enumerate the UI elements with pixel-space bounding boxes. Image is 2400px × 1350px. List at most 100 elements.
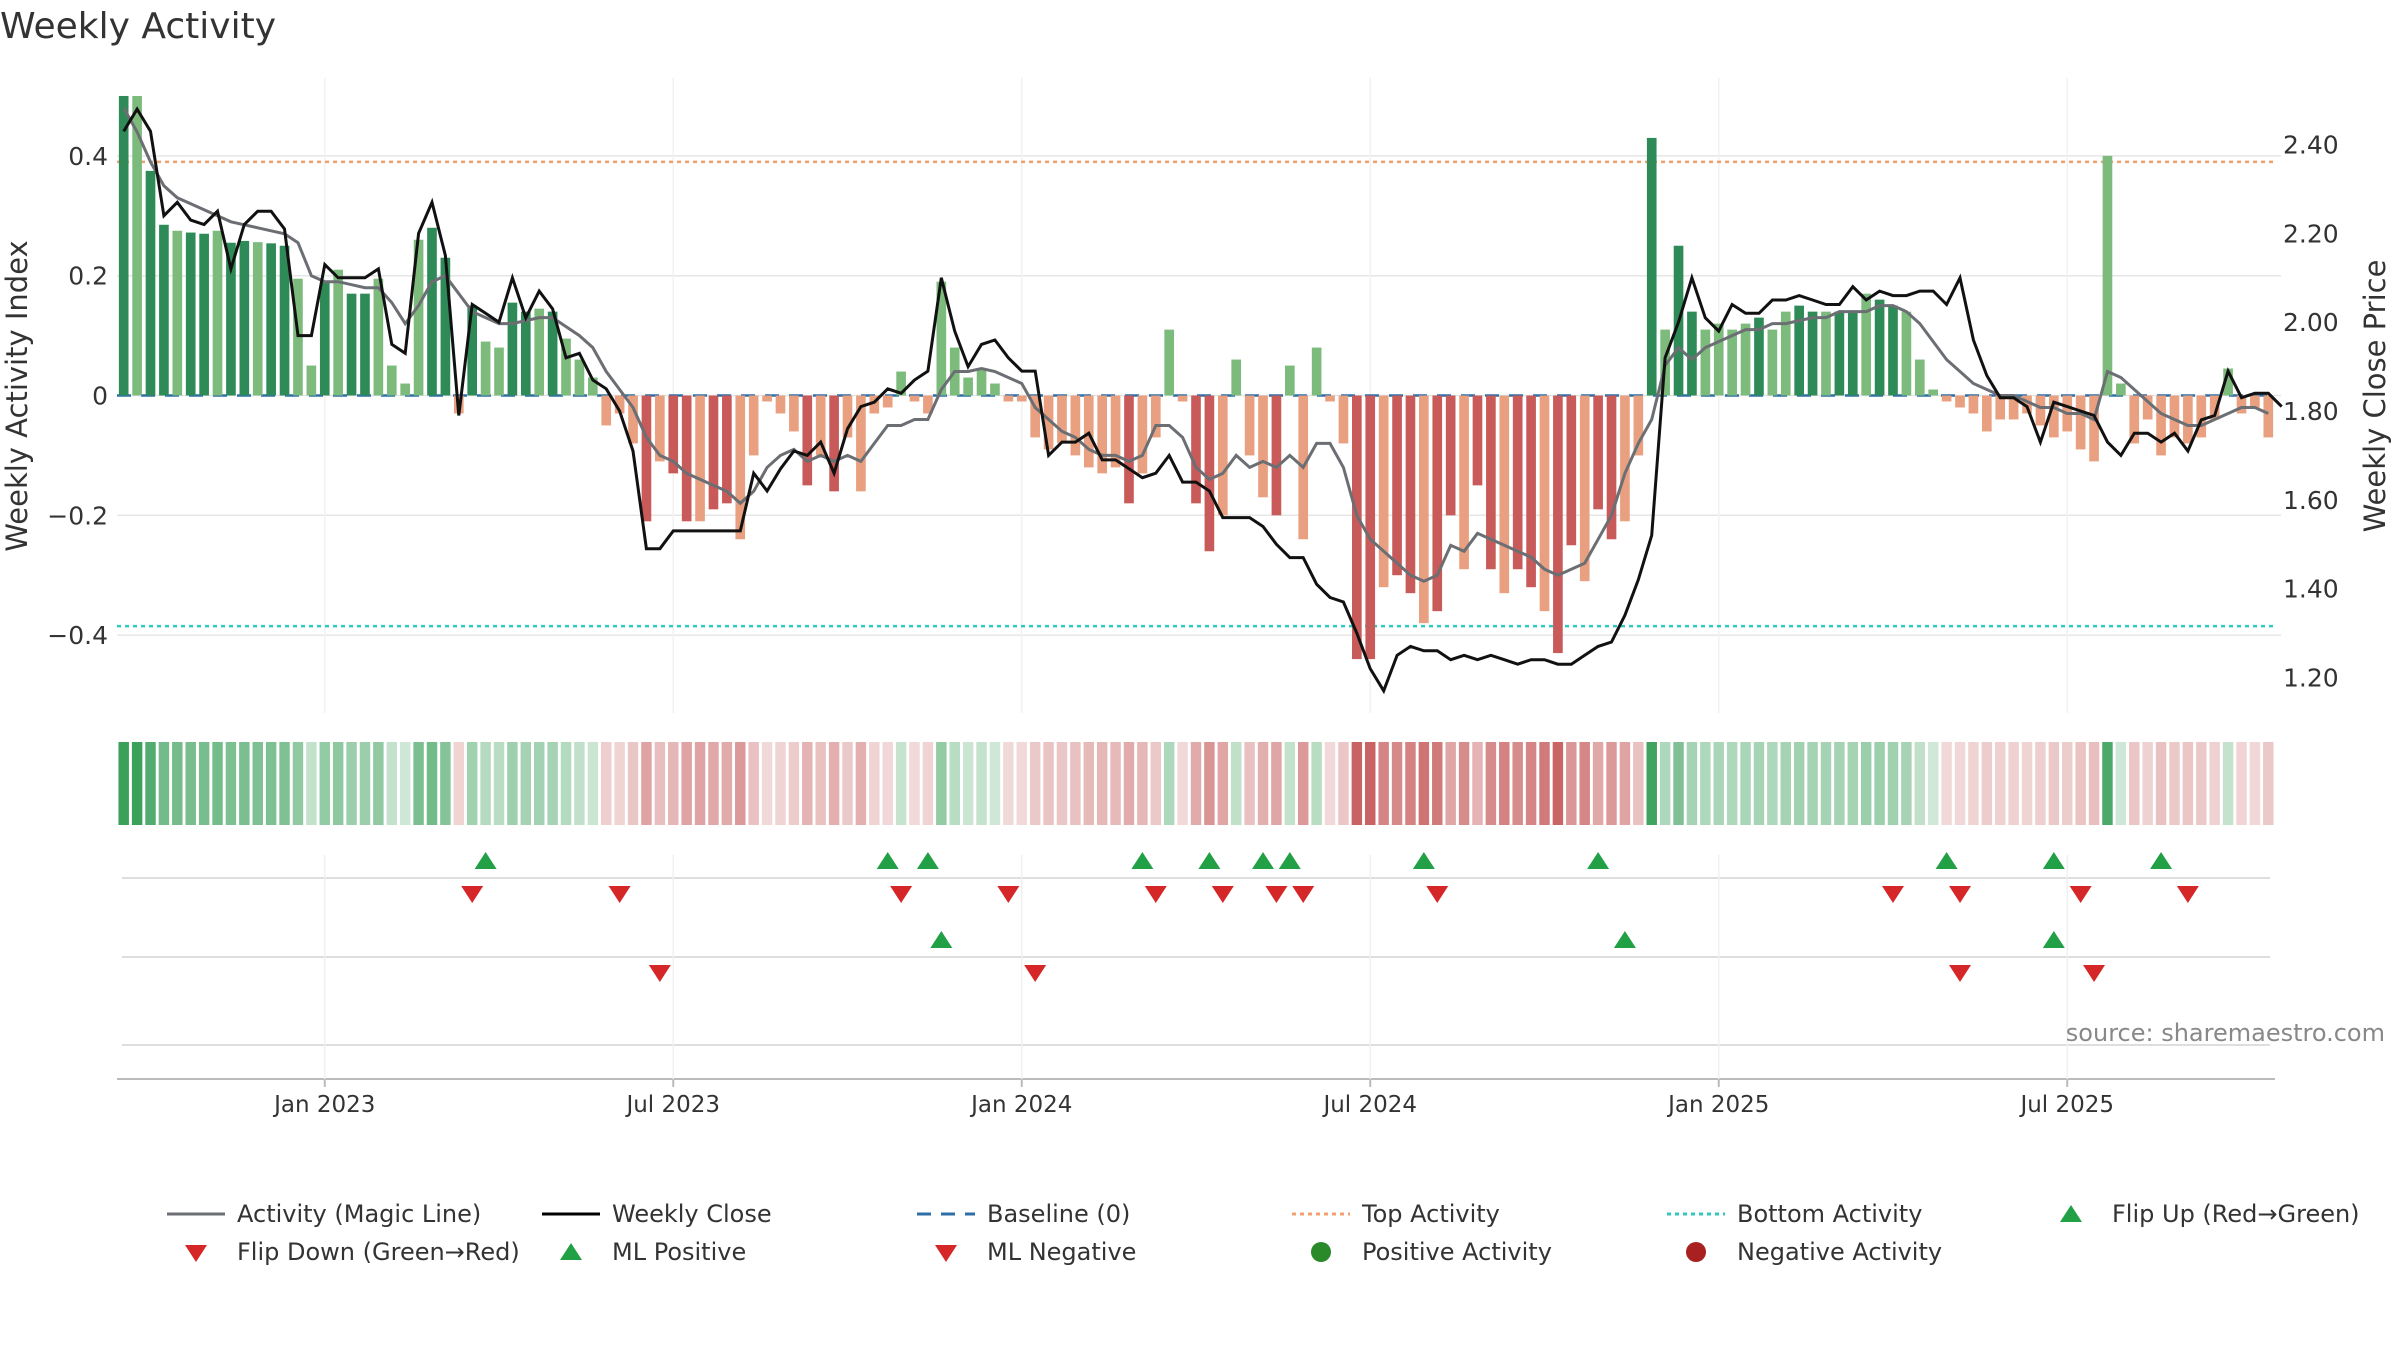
activity-bar bbox=[413, 239, 424, 396]
activity-bar bbox=[2183, 395, 2193, 444]
activity-bar bbox=[145, 170, 156, 396]
ribbon-cell bbox=[1123, 742, 1135, 825]
flip-down-marker bbox=[1949, 886, 1972, 903]
legend-item-ml-negative: ML Negative bbox=[915, 1238, 1136, 1266]
legend-label: Baseline (0) bbox=[987, 1200, 1131, 1228]
flip-up-marker bbox=[916, 852, 939, 869]
flip-up-marker bbox=[2042, 852, 2065, 869]
x-tick-label: Jul 2024 bbox=[1321, 1092, 1417, 1118]
ribbon-cell bbox=[2142, 742, 2153, 825]
activity-bar bbox=[1325, 395, 1335, 402]
activity-bar bbox=[1874, 299, 1885, 396]
legend-item-ml-positive: ML Positive bbox=[540, 1238, 746, 1266]
ribbon-cell bbox=[1365, 742, 1376, 825]
activity-bar bbox=[400, 383, 411, 396]
activity-bar bbox=[266, 243, 276, 396]
activity-bar bbox=[1365, 395, 1376, 660]
activity-bar bbox=[212, 230, 223, 396]
ribbon-cell bbox=[1834, 742, 1845, 825]
activity-bar bbox=[1821, 311, 1831, 396]
activity-bar bbox=[1432, 395, 1443, 612]
flip-down-marker bbox=[2069, 886, 2092, 903]
ribbon-cell bbox=[1606, 742, 1617, 825]
ribbon-cell bbox=[668, 742, 679, 825]
left-axis-ticks: 0.4 0.2 0 −0.2 −0.4 bbox=[47, 142, 108, 650]
activity-bar bbox=[1137, 395, 1148, 474]
ribbon-cell bbox=[1927, 742, 1939, 825]
ribbon-cell bbox=[1753, 742, 1765, 825]
flip-down-marker bbox=[1292, 886, 1315, 903]
activity-bar bbox=[1043, 395, 1054, 450]
activity-bar bbox=[722, 395, 732, 504]
activity-bar bbox=[534, 308, 545, 396]
activity-bar bbox=[2209, 395, 2220, 420]
triangle-up-icon bbox=[2060, 1205, 2082, 1222]
ribbon-cell bbox=[172, 742, 183, 825]
activity-bar bbox=[588, 377, 598, 396]
activity-bar bbox=[1405, 395, 1416, 594]
weekly-close-series bbox=[122, 106, 2283, 695]
activity-bar bbox=[185, 232, 196, 396]
ribbon-cell bbox=[547, 742, 558, 825]
ribbon-cell bbox=[949, 742, 960, 825]
ribbon-cell bbox=[909, 742, 920, 825]
flip-up-marker bbox=[1198, 852, 1221, 869]
activity-bar bbox=[936, 281, 947, 396]
activity-bar bbox=[2156, 395, 2166, 456]
ribbon-cell bbox=[2169, 742, 2180, 825]
legend-item-bottom-activity: Bottom Activity bbox=[1665, 1200, 1922, 1228]
ribbon-cell bbox=[1284, 742, 1296, 825]
flip-down-marker bbox=[997, 886, 1020, 903]
ribbon-cell bbox=[1029, 742, 1041, 825]
activity-bar bbox=[842, 395, 853, 438]
ribbon-cell bbox=[239, 742, 250, 825]
activity-bar bbox=[748, 395, 759, 456]
right-axis-ticks: 2.40 2.20 2.00 1.80 1.60 1.40 1.20 bbox=[2283, 131, 2339, 693]
ml-negative-marker bbox=[2083, 965, 2106, 982]
activity-bar bbox=[1030, 395, 1040, 438]
ribbon-cell bbox=[1619, 742, 1631, 825]
left-tick-label: −0.2 bbox=[47, 501, 108, 530]
ribbon-cell bbox=[895, 742, 907, 825]
ribbon-cell bbox=[1003, 742, 1014, 825]
chart-title: Weekly Activity bbox=[0, 6, 276, 47]
ribbon-cell bbox=[1820, 742, 1832, 825]
activity-bar bbox=[896, 371, 906, 396]
activity-bar bbox=[963, 377, 973, 396]
ribbon-cell bbox=[2075, 742, 2086, 825]
ribbon-cell bbox=[507, 742, 518, 825]
ribbon-cell bbox=[775, 742, 786, 825]
activity-bar bbox=[789, 395, 799, 432]
legend-label: Positive Activity bbox=[1362, 1238, 1552, 1266]
activity-bar bbox=[1995, 395, 2006, 420]
ribbon-cell bbox=[1954, 742, 1966, 825]
ribbon-cell bbox=[399, 742, 411, 825]
legend-label: ML Negative bbox=[987, 1238, 1137, 1266]
ribbon-cell bbox=[1324, 742, 1336, 825]
activity-bar bbox=[1512, 395, 1523, 570]
activity-bar bbox=[2116, 383, 2126, 396]
legend-dotted-icon bbox=[1667, 1212, 1725, 1216]
triangle-down-icon bbox=[185, 1245, 207, 1262]
activity-bar bbox=[1914, 359, 1925, 396]
activity-bar bbox=[1553, 395, 1563, 654]
ribbon-cell bbox=[2263, 742, 2274, 825]
triangle-down-icon bbox=[935, 1245, 957, 1262]
flip-up-marker bbox=[1935, 852, 1958, 869]
ribbon-cell bbox=[869, 742, 880, 825]
flip-up-marker bbox=[876, 852, 899, 869]
ribbon-cell bbox=[225, 742, 237, 825]
activity-bar bbox=[2102, 155, 2113, 396]
activity-bar bbox=[1311, 347, 1322, 396]
legend-item-baseline: Baseline (0) bbox=[915, 1200, 1130, 1228]
ribbon-cell bbox=[1499, 742, 1510, 825]
ribbon-cell bbox=[1579, 742, 1590, 825]
activity-bar bbox=[1459, 395, 1469, 570]
ribbon-cell bbox=[1271, 742, 1282, 825]
ml-positive-marker bbox=[1613, 931, 1636, 948]
ribbon-cell bbox=[2008, 742, 2019, 825]
activity-bar bbox=[1499, 395, 1510, 594]
activity-bar bbox=[1271, 395, 1282, 516]
ribbon-cell bbox=[989, 742, 1001, 825]
activity-bar bbox=[467, 305, 478, 396]
